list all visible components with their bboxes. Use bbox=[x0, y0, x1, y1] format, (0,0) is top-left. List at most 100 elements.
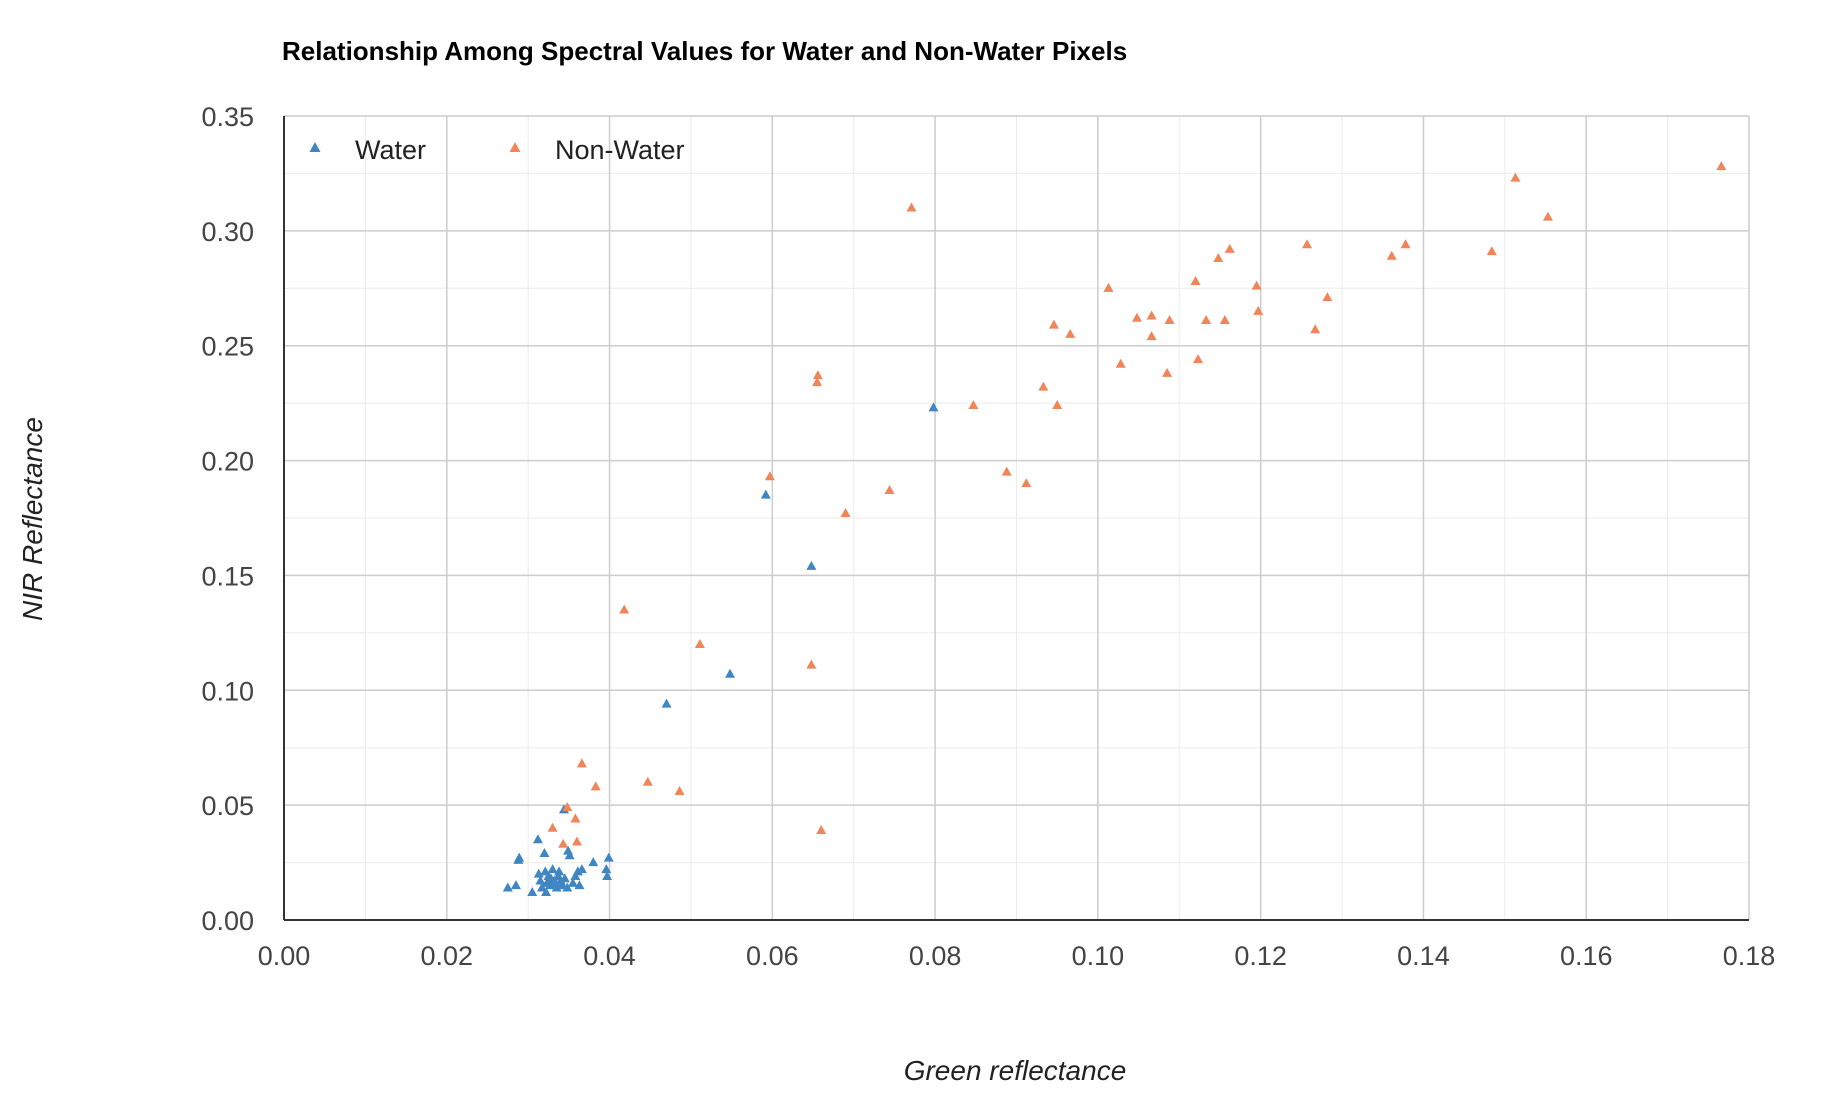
non-water-point bbox=[1716, 161, 1727, 171]
water-point bbox=[567, 877, 578, 887]
non-water-point bbox=[547, 822, 558, 832]
water-point bbox=[545, 880, 556, 890]
non-water-point bbox=[558, 838, 569, 848]
chart-title: Relationship Among Spectral Values for W… bbox=[282, 36, 1128, 66]
water-point bbox=[603, 852, 614, 862]
legend-marker-water bbox=[309, 142, 321, 152]
non-water-point bbox=[576, 758, 587, 768]
water-point bbox=[588, 857, 599, 867]
water-point bbox=[760, 489, 771, 499]
water-point bbox=[550, 877, 561, 887]
water-point bbox=[510, 880, 521, 890]
y-tick-label: 0.05 bbox=[201, 791, 254, 821]
water-point bbox=[537, 882, 548, 892]
non-water-point bbox=[816, 825, 827, 835]
water-point bbox=[564, 850, 575, 860]
non-water-point bbox=[764, 471, 775, 481]
non-water-point bbox=[806, 659, 817, 669]
non-water-point bbox=[694, 638, 705, 648]
x-tick-label: 0.16 bbox=[1560, 941, 1613, 971]
non-water-point bbox=[812, 377, 823, 387]
x-tick-label: 0.12 bbox=[1234, 941, 1287, 971]
water-point bbox=[539, 847, 550, 857]
non-water-point bbox=[1510, 172, 1521, 182]
water-point bbox=[562, 882, 573, 892]
non-water-point bbox=[590, 781, 601, 791]
x-tick-label: 0.02 bbox=[420, 941, 473, 971]
water-point bbox=[547, 864, 558, 874]
non-water-point bbox=[1115, 358, 1126, 368]
water-point bbox=[806, 560, 817, 570]
non-water-point bbox=[1213, 253, 1224, 263]
x-tick-label: 0.06 bbox=[746, 941, 799, 971]
non-water-point bbox=[1486, 246, 1497, 256]
non-water-point bbox=[1310, 324, 1321, 334]
non-water-point bbox=[1001, 466, 1012, 476]
non-water-point bbox=[968, 400, 979, 410]
non-water-point bbox=[1302, 239, 1313, 249]
non-water-point bbox=[1201, 315, 1212, 325]
water-point bbox=[661, 698, 672, 708]
water-point bbox=[541, 887, 552, 897]
non-water-point bbox=[1052, 400, 1063, 410]
x-tick-label: 0.00 bbox=[258, 941, 311, 971]
y-tick-label: 0.15 bbox=[201, 561, 254, 591]
legend-label: Non-Water bbox=[555, 135, 685, 165]
water-point bbox=[514, 852, 525, 862]
legend-marker-non-water bbox=[509, 142, 521, 152]
non-water-point bbox=[572, 836, 582, 846]
non-water-point bbox=[1253, 305, 1264, 315]
water-point bbox=[574, 880, 585, 890]
legend-label: Water bbox=[355, 135, 426, 165]
water-point bbox=[601, 864, 612, 874]
non-water-point bbox=[1400, 239, 1411, 249]
non-water-point bbox=[1048, 319, 1059, 329]
non-water-point bbox=[840, 508, 851, 518]
x-tick-label: 0.18 bbox=[1723, 941, 1776, 971]
water-point bbox=[576, 864, 587, 874]
non-water-point bbox=[1219, 315, 1230, 325]
water-point bbox=[725, 668, 736, 678]
water-point bbox=[527, 887, 538, 897]
y-tick-label: 0.35 bbox=[201, 102, 254, 132]
x-tick-label: 0.10 bbox=[1072, 941, 1125, 971]
non-water-point bbox=[1021, 478, 1032, 488]
y-tick-label: 0.00 bbox=[201, 906, 254, 936]
y-tick-label: 0.10 bbox=[201, 676, 254, 706]
non-water-point bbox=[1251, 280, 1262, 290]
y-tick-label: 0.25 bbox=[201, 332, 254, 362]
water-point bbox=[570, 870, 581, 880]
non-water-point bbox=[906, 202, 917, 212]
water-point bbox=[532, 834, 543, 844]
non-water-point bbox=[884, 485, 895, 495]
y-tick-label: 0.30 bbox=[201, 217, 254, 247]
non-water-point bbox=[1224, 243, 1235, 253]
water-point bbox=[533, 868, 544, 878]
water-point bbox=[502, 882, 513, 892]
water-point bbox=[572, 866, 583, 876]
non-water-point bbox=[1192, 354, 1203, 364]
x-axis-title: Green reflectance bbox=[903, 1055, 1127, 1086]
non-water-point bbox=[570, 813, 581, 823]
water-point bbox=[551, 882, 562, 892]
x-tick-label: 0.08 bbox=[909, 941, 962, 971]
non-water-point bbox=[1038, 381, 1049, 391]
non-water-point bbox=[1146, 331, 1157, 341]
non-water-point bbox=[619, 604, 630, 614]
non-water-point bbox=[812, 370, 823, 380]
non-water-point bbox=[1164, 315, 1175, 325]
non-water-point bbox=[1542, 211, 1553, 221]
non-water-point bbox=[1146, 310, 1157, 320]
non-water-point bbox=[1162, 367, 1173, 377]
water-point bbox=[535, 875, 546, 885]
y-axis-title: NIR Reflectance bbox=[17, 417, 48, 621]
non-water-point bbox=[562, 802, 573, 812]
water-point bbox=[928, 402, 939, 412]
non-water-point bbox=[1322, 292, 1333, 302]
non-water-point bbox=[642, 776, 653, 786]
non-water-point bbox=[1103, 282, 1114, 292]
non-water-point bbox=[1065, 328, 1076, 338]
x-tick-label: 0.14 bbox=[1397, 941, 1450, 971]
